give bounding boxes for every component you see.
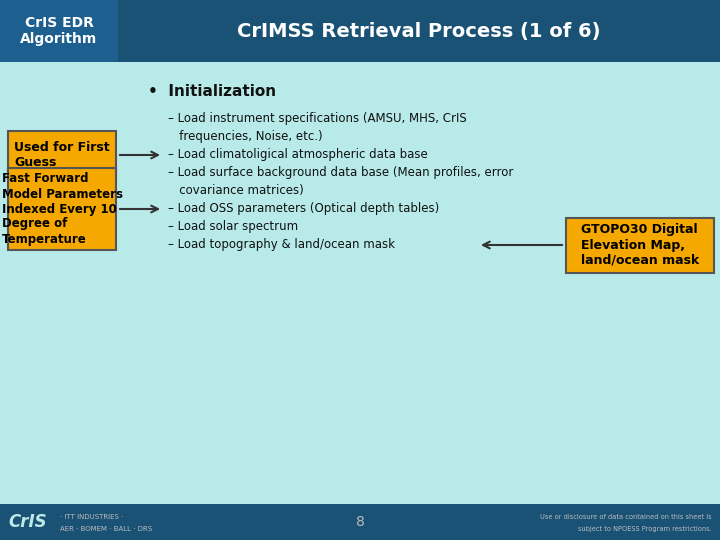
Text: – Load surface background data base (Mean profiles, error: – Load surface background data base (Mea… [168, 166, 513, 179]
Text: GTOPO30 Digital
Elevation Map,
land/ocean mask: GTOPO30 Digital Elevation Map, land/ocea… [581, 224, 699, 267]
Bar [566, 218, 714, 273]
Text: CrIS: CrIS [8, 513, 47, 531]
Text: – Load instrument specifications (AMSU, MHS, CrIS: – Load instrument specifications (AMSU, … [168, 112, 467, 125]
Text: Used for First
Guess: Used for First Guess [14, 141, 110, 169]
Bar [0, 0, 118, 62]
Bar [8, 131, 116, 179]
Text: – Load topography & land/ocean mask: – Load topography & land/ocean mask [168, 238, 395, 251]
Text: frequencies, Noise, etc.): frequencies, Noise, etc.) [168, 130, 323, 143]
Text: AER · BOMEM · BALL · DRS: AER · BOMEM · BALL · DRS [60, 526, 152, 532]
Text: CrIS EDR
Algorithm: CrIS EDR Algorithm [20, 16, 98, 46]
Text: subject to NPOESS Program restrictions.: subject to NPOESS Program restrictions. [578, 526, 712, 532]
Text: – Load climatoligical atmospheric data base: – Load climatoligical atmospheric data b… [168, 148, 428, 161]
Text: covariance matrices): covariance matrices) [168, 184, 304, 197]
Bar [8, 168, 116, 250]
Text: – Load solar spectrum: – Load solar spectrum [168, 220, 298, 233]
Bar [0, 0, 720, 62]
Text: · ITT INDUSTRIES ·: · ITT INDUSTRIES · [60, 514, 123, 519]
Text: •  Initialization: • Initialization [148, 84, 276, 99]
Text: 8: 8 [356, 515, 364, 529]
Text: – Load OSS parameters (Optical depth tables): – Load OSS parameters (Optical depth tab… [168, 202, 439, 215]
Text: Use or disclosure of data contained on this sheet is: Use or disclosure of data contained on t… [541, 514, 712, 519]
Text: CrIMSS Retrieval Process (1 of 6): CrIMSS Retrieval Process (1 of 6) [238, 22, 600, 40]
Text: Fast Forward
Model Parameters
Indexed Every 10
Degree of
Temperature: Fast Forward Model Parameters Indexed Ev… [1, 172, 122, 246]
Bar [0, 504, 720, 540]
